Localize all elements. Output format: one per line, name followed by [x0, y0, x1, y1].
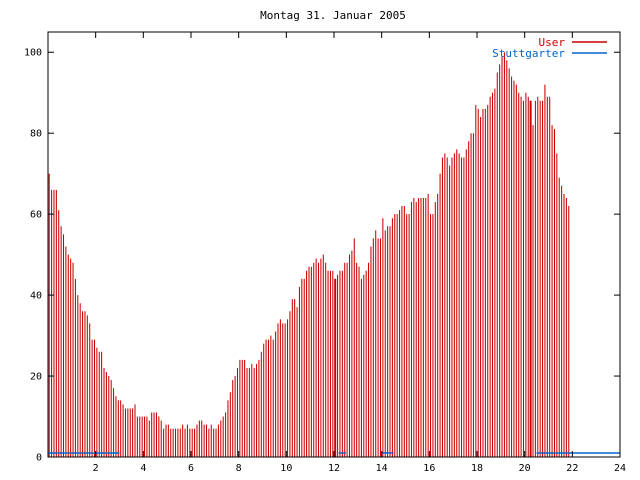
x-tick-label: 2 [93, 463, 99, 474]
x-tick-label: 16 [423, 463, 435, 474]
x-tick-label: 24 [614, 463, 626, 474]
x-tick-label: 12 [328, 463, 340, 474]
x-tick-label: 14 [376, 463, 388, 474]
x-tick-label: 6 [188, 463, 194, 474]
y-tick-label: 40 [30, 291, 42, 302]
chart-title: Montag 31. Januar 2005 [260, 9, 406, 22]
y-tick-label: 100 [24, 48, 42, 59]
x-tick-label: 22 [566, 463, 578, 474]
bars-layer [48, 52, 570, 457]
x-tick-label: 10 [280, 463, 292, 474]
y-tick-label: 60 [30, 210, 42, 221]
legend-stuttgarter-label: Stuttgarter [492, 47, 565, 60]
x-tick-label: 4 [140, 463, 146, 474]
y-tick-label: 80 [30, 129, 42, 140]
x-tick-label: 18 [471, 463, 483, 474]
x-tick-label: 20 [519, 463, 531, 474]
x-tick-label: 8 [236, 463, 242, 474]
legend: User Stuttgarter [492, 36, 607, 60]
y-tick-label: 0 [36, 453, 42, 464]
legend-user-label: User [539, 36, 566, 49]
y-tick-label: 20 [30, 372, 42, 383]
